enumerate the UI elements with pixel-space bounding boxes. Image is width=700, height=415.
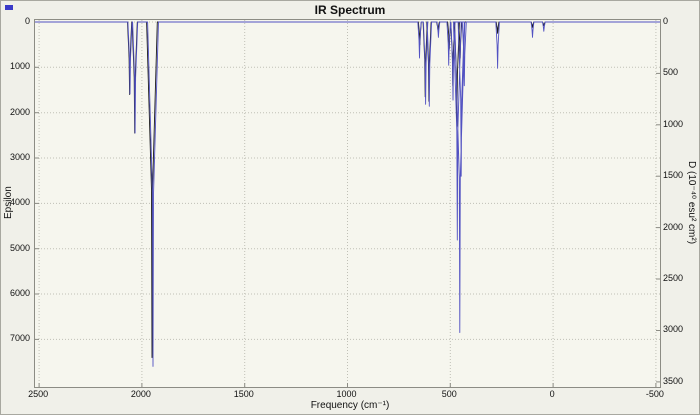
- rtick-label: 1000: [663, 118, 684, 129]
- ltick-label: 3000: [9, 152, 30, 163]
- series-D: [35, 21, 660, 367]
- ltick-label: 7000: [9, 333, 30, 344]
- spectrum-svg: [35, 20, 660, 387]
- ltick-label: 0: [24, 16, 30, 26]
- rtick-label: 1500: [663, 170, 684, 181]
- x-axis-label: Frequency (cm⁻¹): [310, 400, 390, 411]
- ltick-label: 1000: [9, 61, 30, 72]
- xtick-label: 2000: [130, 389, 151, 399]
- xtick-label: 1500: [233, 389, 254, 399]
- xtick-label: 1000: [336, 389, 357, 399]
- ltick-label: 5000: [9, 242, 30, 253]
- right-axis-label: D (10⁻⁴⁰ esu² cm²): [686, 160, 697, 245]
- xtick-label: 500: [441, 389, 457, 399]
- corner-marker: [5, 5, 13, 10]
- rtick-label: 2000: [663, 221, 684, 232]
- ltick-label: 2000: [9, 106, 30, 117]
- ltick-label: 6000: [9, 288, 30, 299]
- xtick-label: 2500: [28, 389, 49, 399]
- chart-title: IR Spectrum: [314, 3, 386, 17]
- xtick-label: 0: [549, 389, 555, 399]
- xtick-label: -500: [645, 389, 664, 399]
- rtick-label: 2500: [663, 273, 684, 284]
- plot-area: [34, 19, 661, 388]
- rtick-label: 3000: [663, 324, 684, 335]
- rtick-label: 3500: [663, 375, 684, 386]
- rtick-label: 500: [663, 67, 679, 78]
- series-Epsilon: [35, 21, 660, 358]
- ltick-label: 4000: [9, 197, 30, 208]
- rtick-label: 0: [663, 16, 669, 26]
